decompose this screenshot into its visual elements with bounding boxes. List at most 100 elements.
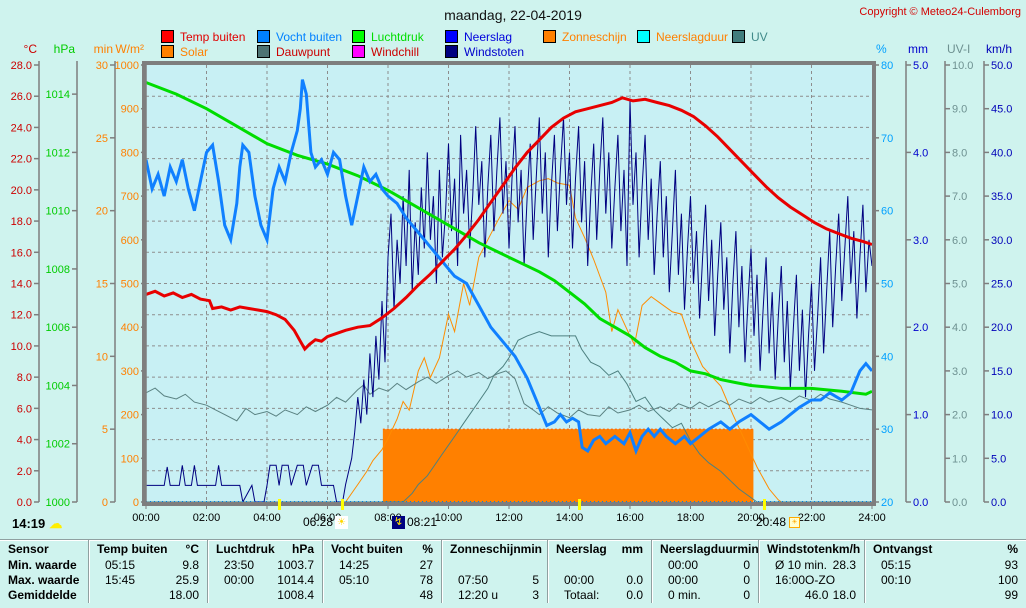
axis-tick-label-sun_min: 25 xyxy=(96,133,108,145)
copyright: Copyright © Meteo24-Culemborg xyxy=(859,6,1021,18)
cell-time xyxy=(767,588,775,603)
table-row: 48 xyxy=(323,588,441,603)
column-name: Zonneschijn xyxy=(450,542,521,556)
sunrise-time: 06:28 xyxy=(303,515,334,529)
current-time-label: 14:19 xyxy=(12,515,46,531)
table-group-header: Ontvangst% xyxy=(865,541,1026,558)
axis-tick-label-temp: 10.0 xyxy=(11,341,32,353)
legend-swatch xyxy=(543,30,556,43)
table-row-label: Max. waarde xyxy=(8,573,80,587)
axis-tick-label-wind: 5.0 xyxy=(991,453,1006,465)
legend-label: Temp buiten xyxy=(180,29,246,44)
axis-tick-label-rain: 0.0 xyxy=(913,497,928,509)
cell-value: 18.0 xyxy=(832,588,856,602)
axis-tick-label-rain: 2.0 xyxy=(913,322,928,334)
table-row: 00:00 0 xyxy=(652,558,758,573)
table-row: 12:20 u 3 xyxy=(442,588,547,603)
table-row: 16:00 O-ZO 46.0 xyxy=(759,573,864,602)
legend-swatch xyxy=(257,30,270,43)
column-unit: km/h xyxy=(832,542,861,556)
axis-tick-label-temp: 24.0 xyxy=(11,122,32,134)
axis-tick-label-uv: 6.0 xyxy=(952,235,967,247)
axis-tick-label-temp: 4.0 xyxy=(17,435,32,447)
cell-value: 1014.4 xyxy=(277,573,314,587)
series-pressure xyxy=(145,81,873,396)
event-tick-0424 xyxy=(278,499,282,510)
axis-tick-label-temp: 14.0 xyxy=(11,279,32,291)
axis-tick-label-sun_min: 20 xyxy=(96,206,108,218)
cell-time: Ø 10 min. xyxy=(775,558,828,572)
axis-tick-label-temp: 26.0 xyxy=(11,91,32,103)
axis-unit-sun_min: min xyxy=(93,42,113,56)
axis-unit-wind: km/h xyxy=(986,42,1013,56)
x-tick-label: 18:00 xyxy=(677,512,705,524)
cell-time: 05:10 xyxy=(339,573,370,587)
legend-item-temp-buiten: Temp buiten xyxy=(161,29,246,44)
axis-tick-label-temp: 28.0 xyxy=(11,60,32,72)
legend-item-uv: UV xyxy=(732,29,768,44)
x-tick-label: 24:00 xyxy=(858,512,886,524)
axis-tick-label-solar: 0 xyxy=(133,497,139,509)
legend-swatch xyxy=(732,30,745,43)
axis-tick-label-solar: 800 xyxy=(121,147,139,159)
table-group-neerslagduur: Neerslagduur min 00:00 0 00:00 0 0 min. 0 xyxy=(651,540,759,603)
legend-swatch xyxy=(161,30,174,43)
current-time-marker: 14:19 ☁ xyxy=(12,515,62,531)
legend-item-solar: Solar xyxy=(161,45,208,59)
axis-tick-label-temp: 18.0 xyxy=(11,216,32,228)
cell-value: 0.0 xyxy=(626,573,643,587)
column-name: Neerslagduur xyxy=(660,542,738,556)
legend-swatch xyxy=(352,30,365,43)
cell-value: 9.8 xyxy=(182,558,199,572)
table-row: Totaal: 0.0 xyxy=(548,588,651,603)
event-tick-2025 xyxy=(762,499,766,510)
legend-swatch xyxy=(352,45,365,58)
table-row-label: Min. waarde xyxy=(8,558,77,572)
series-solar xyxy=(345,178,782,503)
series-dewpoint xyxy=(145,370,873,422)
legend-label: Luchtdruk xyxy=(371,29,424,44)
series-wind xyxy=(146,99,873,504)
axis-tick-label-solar: 400 xyxy=(121,322,139,334)
table-row: 00:00 0.0 xyxy=(548,573,651,588)
table-group-header: Neerslagduur min xyxy=(652,541,759,558)
x-tick-label: 14:00 xyxy=(556,512,584,524)
axis-tick-label-rain: 1.0 xyxy=(913,410,928,422)
cell-time: 00:00 xyxy=(668,573,699,587)
table-row: 05:15 9.8 xyxy=(89,558,207,573)
cell-value: 0 xyxy=(743,573,750,587)
cell-value: 0 xyxy=(743,588,750,602)
legend-label: Vocht buiten xyxy=(276,29,343,44)
axis-tick-label-wind: 30.0 xyxy=(991,235,1012,247)
table-group-vocht-buiten: Vocht buiten% 14:25 27 05:10 78 48 xyxy=(322,540,441,603)
table-group-header: Windstoten km/h xyxy=(759,541,864,558)
cell-value: 28.3 xyxy=(832,558,856,572)
legend-item-windchill: Windchill xyxy=(352,45,419,59)
column-unit: hPa xyxy=(291,542,314,556)
axis-tick-label-uv: 8.0 xyxy=(952,147,967,159)
column-name: Luchtdruk xyxy=(216,542,275,556)
table-corner: Sensor xyxy=(8,542,49,556)
axis-tick-label-temp: 22.0 xyxy=(11,154,32,166)
axis-tick-label-wind: 10.0 xyxy=(991,410,1012,422)
legend-item-luchtdruk: Luchtdruk xyxy=(352,29,424,44)
axis-tick-label-temp: 16.0 xyxy=(11,247,32,259)
table-group-zonneschijn: Zonneschijn min 07:50 5 12:20 u 3 xyxy=(441,540,547,603)
axis-tick-label-rain: 5.0 xyxy=(913,60,928,72)
cell-time: Totaal: xyxy=(564,588,600,602)
cell-value: 18.00 xyxy=(168,588,199,602)
event-time: 08:21 xyxy=(407,515,438,529)
sensor-table: Sensor Min. waarde Max. waarde Gemiddelde Te… xyxy=(0,539,1026,603)
event-tick-0628 xyxy=(340,499,344,510)
sunset-marker: 20:48 ☀ xyxy=(756,515,801,529)
legend-label: UV xyxy=(751,29,768,44)
axis-unit-pressure: hPa xyxy=(53,42,75,56)
axis-tick-label-temp: 20.0 xyxy=(11,185,32,197)
cell-time: 00:00 xyxy=(224,573,255,587)
table-row xyxy=(548,558,651,573)
axis-tick-label-solar: 300 xyxy=(121,366,139,378)
axis-tick-label-pressure: 1002 xyxy=(46,439,70,451)
table-group-header: Zonneschijn min xyxy=(442,541,547,558)
x-tick-label: 00:00 xyxy=(132,512,160,524)
column-unit: % xyxy=(422,542,433,556)
